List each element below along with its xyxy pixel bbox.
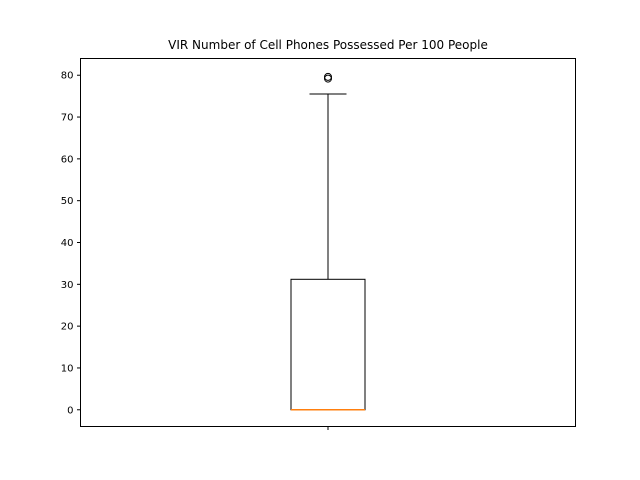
y-tick-label: 20 bbox=[61, 322, 74, 333]
y-axis: 0 10 20 30 40 50 60 70 80 bbox=[61, 71, 81, 416]
y-tick-label: 10 bbox=[61, 363, 74, 374]
y-tick-label: 40 bbox=[61, 238, 74, 249]
y-tick-label: 0 bbox=[67, 405, 73, 416]
box-iqr bbox=[290, 278, 366, 411]
y-tick-label: 70 bbox=[61, 113, 74, 124]
y-tick-label: 80 bbox=[61, 71, 74, 82]
outlier-point bbox=[324, 72, 332, 81]
outlier-point bbox=[324, 74, 332, 83]
axes-frame bbox=[80, 58, 576, 427]
y-tick-label: 60 bbox=[61, 154, 74, 165]
plot-area bbox=[290, 72, 366, 411]
chart-title: VIR Number of Cell Phones Possessed Per … bbox=[168, 38, 488, 52]
y-tick-label: 50 bbox=[61, 196, 74, 207]
y-tick-label: 30 bbox=[61, 280, 74, 291]
